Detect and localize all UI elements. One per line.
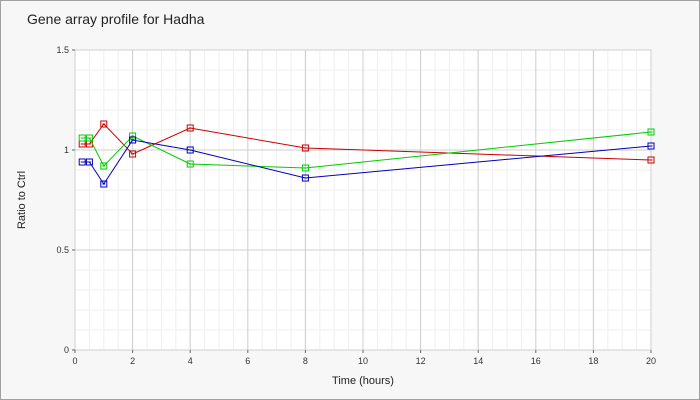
major-grid xyxy=(74,49,652,351)
x-tick-label: 6 xyxy=(245,356,250,366)
x-tick-label: 2 xyxy=(130,356,135,366)
data-point-marker xyxy=(100,162,108,170)
x-tick-label: 4 xyxy=(188,356,193,366)
x-tick-label: 16 xyxy=(531,356,541,366)
y-tick-label: 0.5 xyxy=(56,245,69,255)
x-tick-label: 12 xyxy=(416,356,426,366)
x-tick-label: 18 xyxy=(588,356,598,366)
x-tick-label: 8 xyxy=(303,356,308,366)
data-point-marker xyxy=(129,150,137,158)
chart-title: Gene array profile for Hadha xyxy=(27,11,205,27)
series-group xyxy=(78,120,655,188)
data-point-marker xyxy=(186,124,194,132)
data-point-marker xyxy=(100,180,108,188)
data-point-marker xyxy=(647,128,655,136)
x-tick-label: 10 xyxy=(358,356,368,366)
data-point-marker xyxy=(186,160,194,168)
data-point-marker xyxy=(301,164,309,172)
data-point-marker xyxy=(301,174,309,182)
data-point-marker xyxy=(129,132,137,140)
data-point-marker xyxy=(186,146,194,154)
series-1 xyxy=(78,120,655,164)
x-tick-label: 14 xyxy=(473,356,483,366)
data-point-marker xyxy=(78,134,86,142)
x-axis-label: Time (hours) xyxy=(332,375,394,387)
data-point-marker xyxy=(85,134,93,142)
x-tick-label: 0 xyxy=(72,356,77,366)
data-point-marker xyxy=(85,158,93,166)
y-tick-label: 1 xyxy=(64,145,69,155)
x-axis-ticks: 0 2 4 6 8 10 12 14 16 18 20 xyxy=(72,350,656,366)
series-3 xyxy=(78,136,655,188)
data-point-marker xyxy=(129,136,137,144)
data-point-marker xyxy=(78,158,86,166)
data-point-marker xyxy=(301,144,309,152)
series-2 xyxy=(78,128,655,172)
data-point-marker xyxy=(100,120,108,128)
y-tick-label: 1.5 xyxy=(56,45,69,55)
y-axis-label: Ratio to Ctrl xyxy=(16,171,28,229)
y-tick-label: 0 xyxy=(64,345,69,355)
x-tick-label: 20 xyxy=(646,356,656,366)
y-axis-ticks: 0 0.5 1 1.5 xyxy=(56,45,75,355)
data-point-marker xyxy=(647,142,655,150)
data-point-marker xyxy=(647,156,655,164)
